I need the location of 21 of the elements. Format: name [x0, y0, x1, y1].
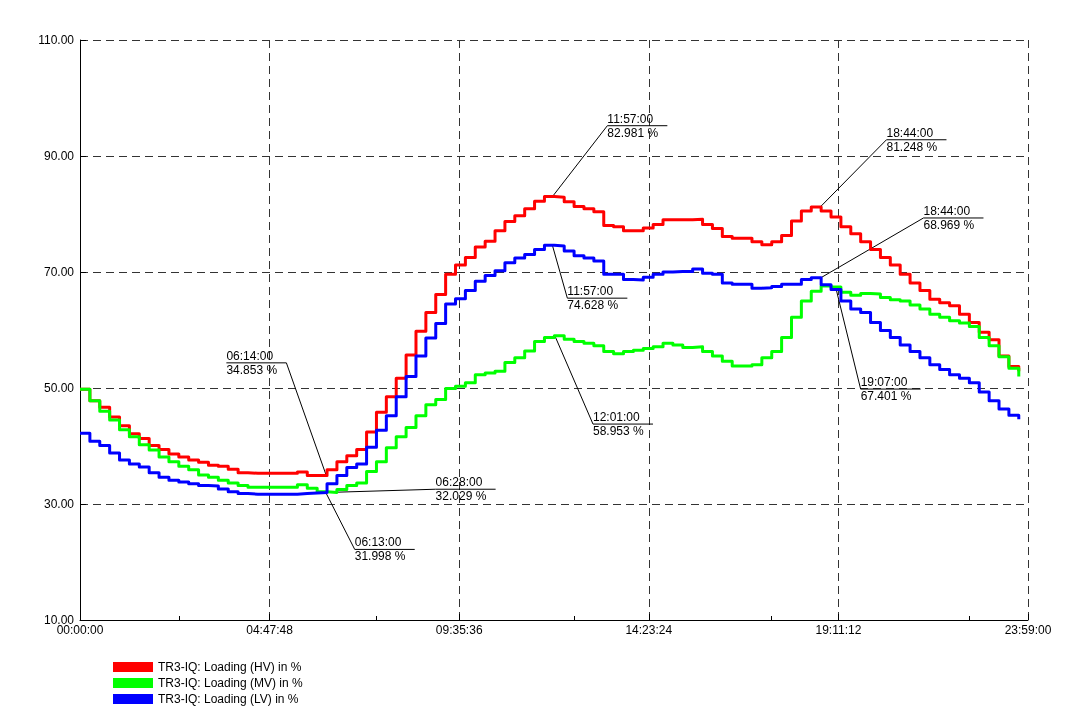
y-tick-label: 90.00 [43, 149, 75, 163]
y-tick-label: 50.00 [43, 381, 75, 395]
legend-label: TR3-IQ: Loading (LV) in % [158, 692, 299, 706]
x-tick-label: 23:59:00 [1004, 623, 1052, 637]
annotation: 12:01:00 58.953 % [592, 410, 645, 439]
legend-label: TR3-IQ: Loading (HV) in % [158, 660, 302, 674]
annotation: 11:57:00 82.981 % [607, 111, 659, 140]
annotation: 06:28:00 32.029 % [435, 475, 487, 504]
annotation: 19:07:00 67.401 % [860, 375, 912, 404]
annotation: 06:13:00 31.998 % [354, 535, 406, 564]
x-tick-label: 04:47:48 [246, 623, 294, 637]
annotation: 11:57:00 74.628 % [567, 284, 619, 313]
x-tick-label: 09:35:36 [435, 623, 483, 637]
x-tick-label: 14:23:24 [625, 623, 673, 637]
annotation: 18:44:00 81.248 % [886, 125, 938, 154]
x-tick-label: 19:11:12 [815, 623, 862, 637]
y-tick-label: 70.00 [43, 265, 75, 279]
y-tick-label: 110.00 [38, 33, 75, 47]
y-tick-label: 30.00 [43, 497, 75, 511]
annotation: 18:44:00 68.969 % [923, 203, 975, 232]
legend-label: TR3-IQ: Loading (MV) in % [158, 676, 304, 690]
